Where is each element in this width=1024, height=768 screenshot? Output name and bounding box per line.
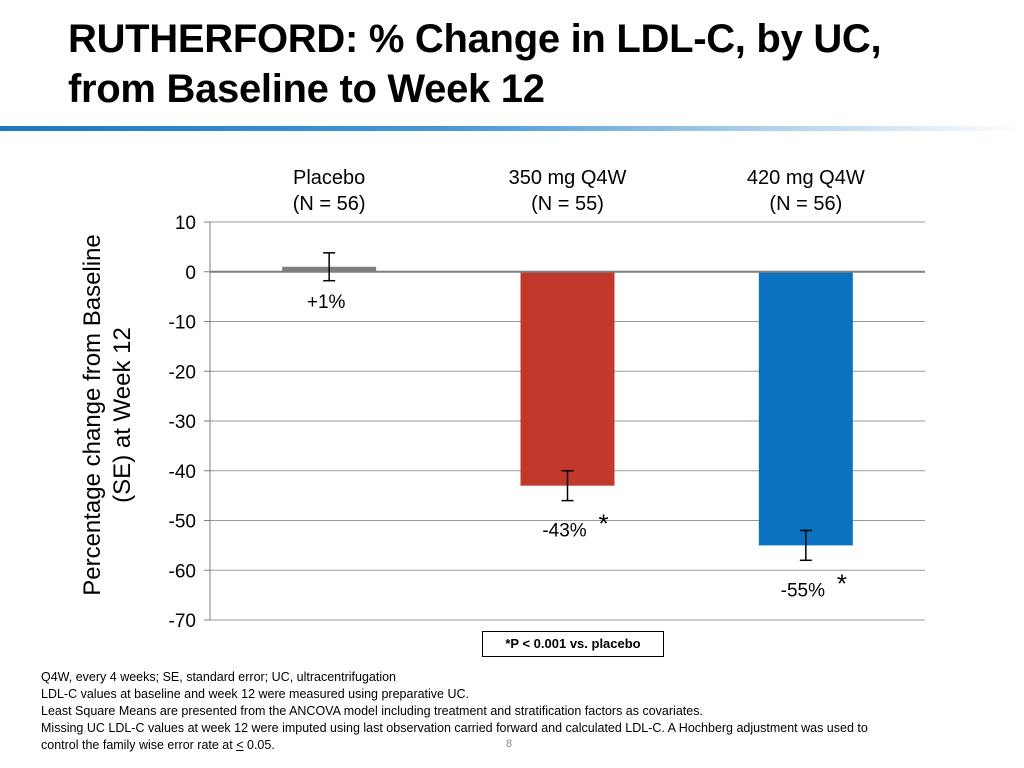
y-tick-label: -60 <box>169 561 196 582</box>
page-number: 8 <box>506 738 513 750</box>
slide-title: RUTHERFORD: % Change in LDL-C, by UC, fr… <box>68 14 1018 114</box>
y-axis: 10 0 -10 -20 -30 -40 -50 -60 -70 <box>169 213 211 632</box>
data-label: -55% <box>781 580 825 601</box>
data-label: -43% <box>542 521 586 542</box>
y-tick-label: -70 <box>169 611 196 632</box>
significance-footnote: *P < 0.001 vs. placebo <box>482 631 664 657</box>
less-than-or-equal-symbol: < <box>236 738 244 752</box>
bars <box>210 266 925 546</box>
y-tick-label: 10 <box>175 213 196 234</box>
y-tick-label: 0 <box>185 263 196 284</box>
footnote-line: Q4W, every 4 weeks; SE, standard error; … <box>41 670 397 684</box>
footnote-line: control the family wise error rate at < … <box>41 737 1011 754</box>
category-labels: Placebo (N = 56) 350 mg Q4W (N = 55) 420 mg … <box>293 167 865 215</box>
footnotes: Q4W, every 4 weeks; SE, standard error; … <box>41 669 1011 754</box>
y-axis-title-line-2: (SE) at Week 12 <box>109 327 136 503</box>
bar <box>758 271 853 546</box>
error-bars <box>323 252 812 562</box>
category-n-label: (N = 55) <box>531 193 604 215</box>
significance-asterisk: * <box>837 568 847 598</box>
category-n-label: (N = 56) <box>769 193 842 215</box>
footnote-text: control the family wise error rate at <box>41 738 237 752</box>
y-axis-title-line-1: Percentage change from Baseline <box>79 234 106 596</box>
y-tick-label: -20 <box>169 362 196 383</box>
footnote-text: 0.05. <box>243 738 275 752</box>
bar <box>520 271 615 486</box>
data-labels: +1% -43% * -55% * <box>307 292 847 602</box>
footnote-line: LDL-C values at baseline and week 12 wer… <box>41 687 470 701</box>
category-label: Placebo <box>293 167 365 189</box>
y-tick-label: -50 <box>169 512 196 533</box>
category-label: 420 mg Q4W <box>747 167 865 189</box>
significance-asterisk: * <box>599 509 609 539</box>
category-label: 350 mg Q4W <box>509 167 627 189</box>
category-n-label: (N = 56) <box>293 193 366 215</box>
y-tick-label: -40 <box>169 462 196 483</box>
footnote-line: Least Square Means are presented from th… <box>41 704 703 718</box>
y-axis-title: Percentage change from Baseline (SE) at W… <box>79 234 136 596</box>
footnote-line: Missing UC LDL-C values at week 12 were … <box>41 721 868 735</box>
y-tick-label: -30 <box>169 412 196 433</box>
data-label: +1% <box>307 292 346 313</box>
title-divider <box>0 126 1024 131</box>
y-tick-label: -10 <box>169 313 196 334</box>
slide-title-line-2: from Baseline to Week 12 <box>68 67 545 111</box>
slide-title-line-1: RUTHERFORD: % Change in LDL-C, by UC, <box>68 17 882 61</box>
